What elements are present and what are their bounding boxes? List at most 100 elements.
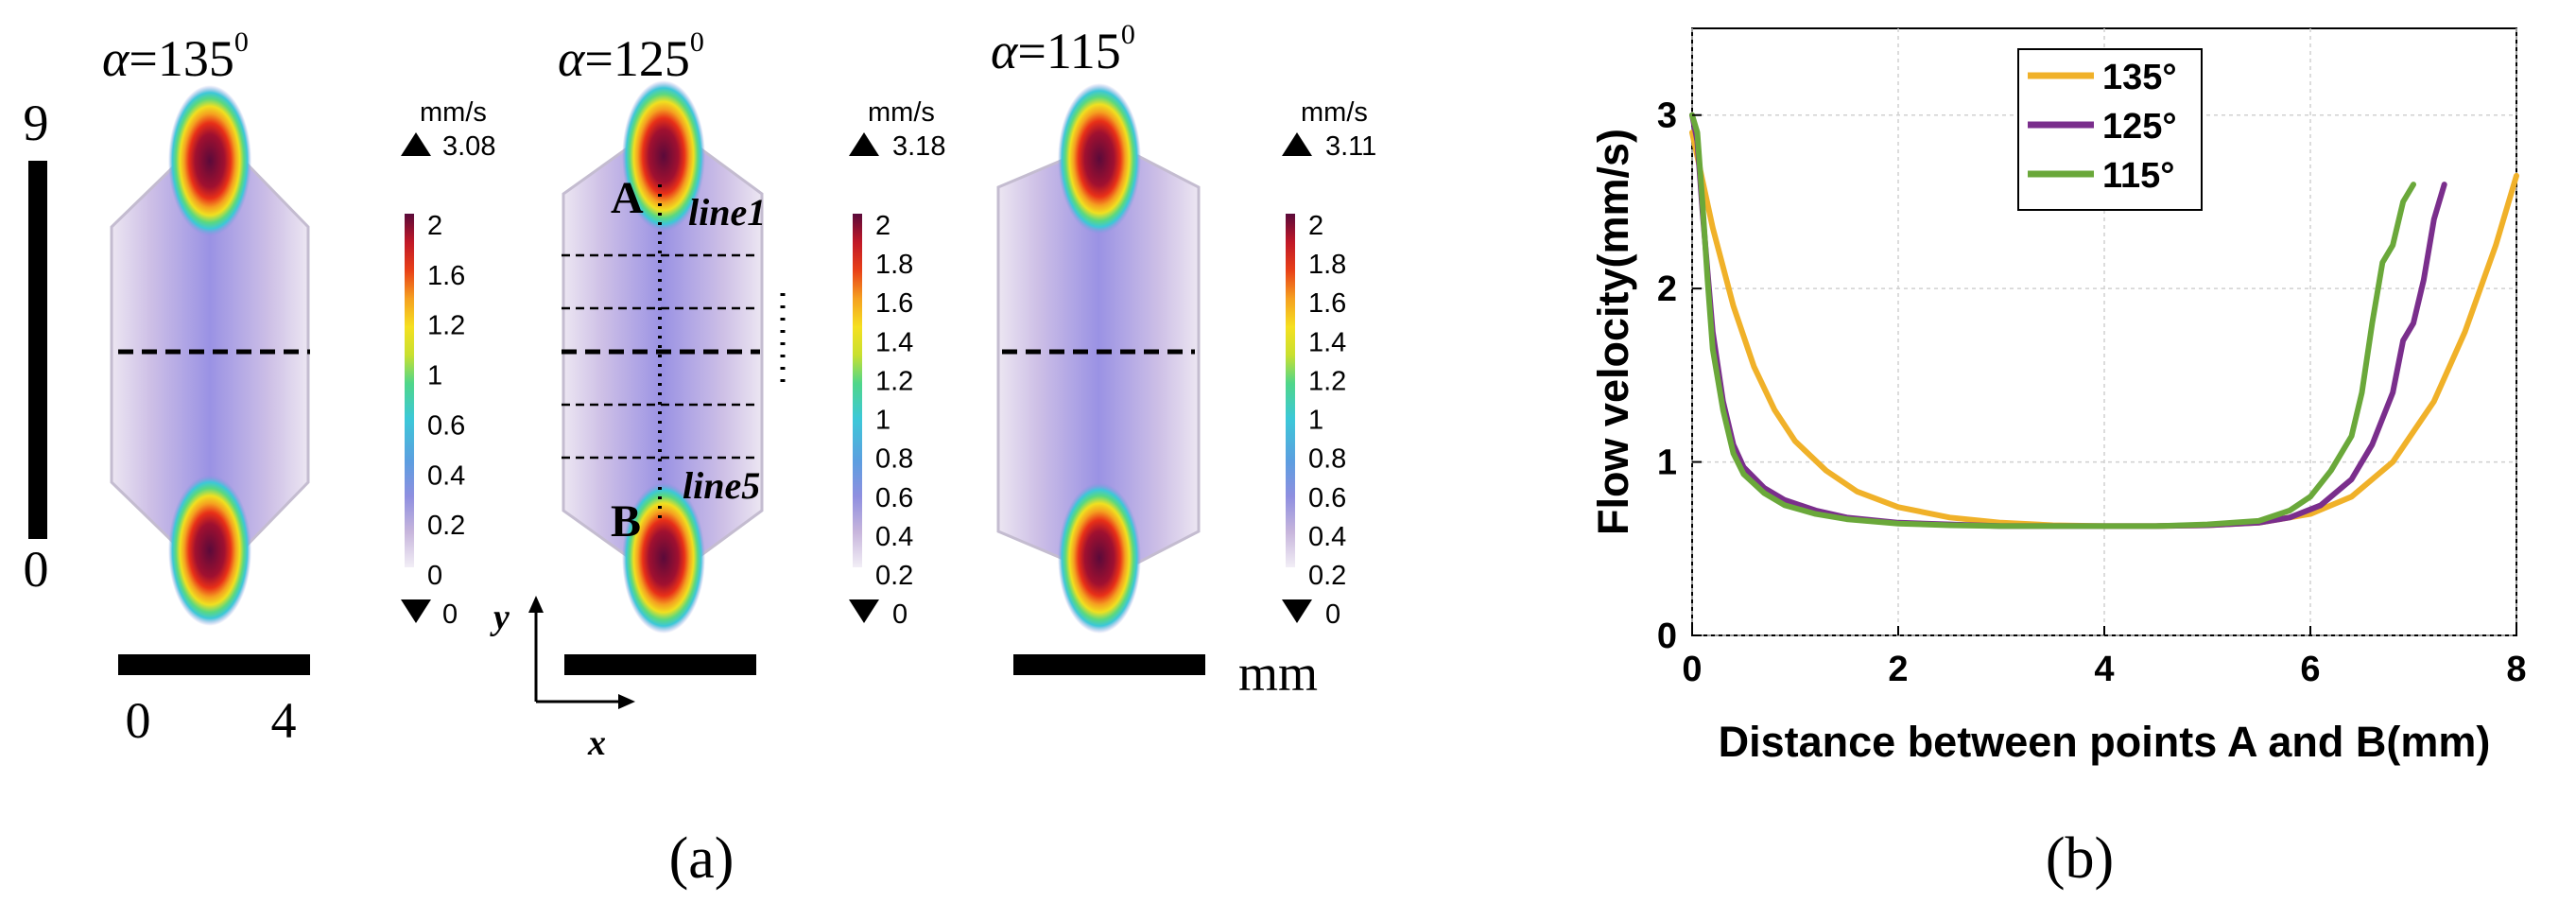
outlet-jet-135 xyxy=(168,475,251,626)
colorbar-tick-label: 1.4 xyxy=(875,327,913,357)
outlet-jet-115 xyxy=(1058,482,1141,634)
colorbar-gradient xyxy=(405,214,414,567)
caption-b: (b) xyxy=(2046,826,2114,891)
line5-label: line5 xyxy=(683,464,760,507)
x-arrow-icon xyxy=(618,694,635,709)
horizontal-scale-right-label: 4 xyxy=(271,692,297,749)
colorbar-unit: mm/s xyxy=(1301,97,1368,128)
colorbar-tick-label: 1 xyxy=(875,406,890,436)
inlet-jet-115 xyxy=(1058,83,1141,234)
colorbar-min: 0 xyxy=(1325,599,1340,630)
colorbar-tick-label: 0.2 xyxy=(875,561,913,591)
y-axis-title: Flow velocity(mm/s) xyxy=(1589,129,1637,535)
legend-label: 115° xyxy=(2102,156,2175,196)
colorbar-tick-label: 1 xyxy=(1308,406,1323,436)
vertical-scale-top-label: 9 xyxy=(24,95,49,151)
horizontal-scale-bar-rect xyxy=(564,654,756,675)
colorbar-ticks: 2 1.8 1.6 1.4 1.2 1 0.8 0.6 0.4 0.2 xyxy=(1308,211,1346,591)
horizontal-scale-bar-rect xyxy=(1013,654,1205,675)
colorbar-tick-label: 1.6 xyxy=(427,261,465,291)
point-a-label: A xyxy=(611,173,644,223)
max-triangle-icon xyxy=(849,132,879,156)
x-tick-label: 6 xyxy=(2300,650,2320,689)
vertical-scale-bar-rect xyxy=(28,161,47,539)
point-b-label: B xyxy=(611,496,641,547)
colorbar-max: 3.18 xyxy=(892,131,945,162)
y-tick-label: 2 xyxy=(1657,269,1677,309)
colorbar-tick-label: 1.2 xyxy=(875,366,913,396)
x-axis-label: x xyxy=(587,723,606,763)
chamber-115: α=1150 mm xyxy=(991,19,1318,702)
colorbar-tick-label: 0.6 xyxy=(1308,483,1346,513)
line-chart: 0 2 4 6 8 0 1 2 3 135° 125° 115° Distance between… xyxy=(1589,27,2527,766)
colorbar-unit: mm/s xyxy=(868,97,935,128)
x-tick-label: 8 xyxy=(2506,650,2526,689)
colorbar-tick-label: 0.2 xyxy=(1308,561,1346,591)
x-axis-title: Distance between points A and B(mm) xyxy=(1719,718,2491,766)
y-tick-label: 0 xyxy=(1657,616,1677,656)
inlet-jet-135 xyxy=(168,85,251,236)
x-tick-labels: 0 2 4 6 8 xyxy=(1682,626,2527,689)
min-triangle-icon xyxy=(1282,599,1312,623)
y-tick-label: 3 xyxy=(1657,96,1677,136)
chamber-135: α=1350 0 4 xyxy=(102,26,310,749)
vertical-scale-bottom-label: 0 xyxy=(24,541,49,598)
colorbar-tick-label: 2 xyxy=(1308,211,1323,241)
series-line-115 xyxy=(1689,112,2416,530)
colorbar-min: 0 xyxy=(442,599,458,630)
colorbar-gradient xyxy=(853,214,862,567)
horizontal-scale-left-label: 0 xyxy=(126,692,151,749)
colorbar-gradient xyxy=(1286,214,1295,567)
max-triangle-icon xyxy=(401,132,431,156)
colorbar-tick-label: 0.6 xyxy=(875,483,913,513)
x-tick-label: 0 xyxy=(1682,650,1702,689)
alpha-title-125: α=1250 xyxy=(558,26,704,87)
colorbar-tick-label: 0.4 xyxy=(427,460,465,491)
unit-label: mm xyxy=(1238,645,1318,702)
colorbar-tick-label: 1.2 xyxy=(427,311,465,341)
alpha-title-115: α=1150 xyxy=(991,19,1135,79)
colorbar-tick-label: 2 xyxy=(427,211,442,241)
colorbar-tick-label: 0.2 xyxy=(427,511,465,541)
legend: 135° 125° 115° xyxy=(2017,48,2203,211)
colorbar-max: 3.08 xyxy=(442,131,495,162)
inlet-jet-125 xyxy=(622,80,705,232)
colorbar-min: 0 xyxy=(892,599,908,630)
x-tick-label: 2 xyxy=(1888,650,1908,689)
colorbar-tick-label: 1.2 xyxy=(1308,366,1346,396)
colorbar-ticks: 2 1.6 1.2 1 0.6 0.4 0.2 0 xyxy=(427,211,465,591)
legend-label: 125° xyxy=(2102,107,2177,147)
y-tick-labels: 0 1 2 3 xyxy=(1657,96,1702,656)
axes-indicator: y x xyxy=(490,596,635,763)
min-triangle-icon xyxy=(849,599,879,623)
colorbar-tick-label: 0.4 xyxy=(1308,522,1346,552)
min-triangle-icon xyxy=(401,599,431,623)
x-tick-label: 4 xyxy=(2094,650,2114,689)
colorbar-tick-label: 0.8 xyxy=(1308,444,1346,475)
outlet-jet-125 xyxy=(622,482,705,634)
line1-label: line1 xyxy=(688,191,766,234)
horizontal-scale-bar-rect xyxy=(118,654,310,675)
colorbar-ticks: 2 1.8 1.6 1.4 1.2 1 0.8 0.6 0.4 0.2 xyxy=(875,211,913,591)
y-tick-label: 1 xyxy=(1657,443,1677,483)
colorbar-135: mm/s 3.08 2 1.6 1.2 1 0.6 0.4 0.2 0 0 xyxy=(401,97,495,630)
caption-a: (a) xyxy=(669,826,735,891)
colorbar-115: mm/s 3.11 2 1.8 1.6 1.4 1.2 1 0.8 0.6 0.4 0.2 0 xyxy=(1282,97,1376,630)
chamber-125: α=1250 A B line1 line5 y x xyxy=(490,26,786,763)
y-axis-label: y xyxy=(490,598,510,637)
legend-label: 135° xyxy=(2102,58,2177,97)
colorbar-max: 3.11 xyxy=(1325,131,1376,162)
colorbar-tick-label: 2 xyxy=(875,211,890,241)
colorbar-tick-label: 1 xyxy=(427,361,442,391)
colorbar-tick-label: 1.6 xyxy=(1308,288,1346,319)
alpha-title-135: α=1350 xyxy=(102,26,249,87)
colorbar-tick-label: 0.4 xyxy=(875,522,913,552)
y-arrow-icon xyxy=(528,596,544,613)
colorbar-tick-label: 1.4 xyxy=(1308,327,1346,357)
colorbar-tick-label: 1.6 xyxy=(875,288,913,319)
colorbar-tick-label: 0.6 xyxy=(427,410,465,441)
max-triangle-icon xyxy=(1282,132,1312,156)
colorbar-125: mm/s 3.18 2 1.8 1.6 1.4 1.2 1 0.8 0.6 0.4 0.2 0 xyxy=(849,97,945,630)
colorbar-tick-label: 0 xyxy=(427,561,442,591)
